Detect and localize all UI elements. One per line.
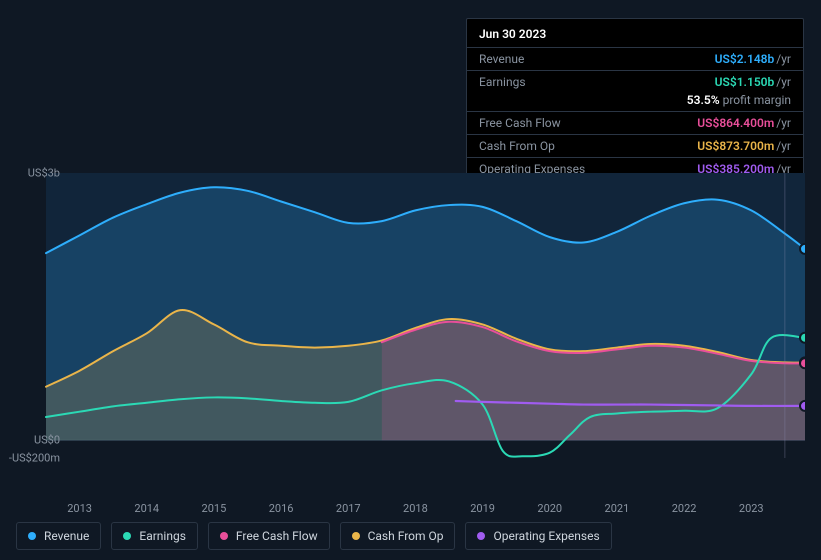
y-tick-label: -US$200m: [9, 452, 60, 465]
legend-item[interactable]: Revenue: [16, 522, 101, 550]
tooltip-row: Cash From Op US$873.700m/yr: [467, 134, 803, 157]
tooltip-value: US$1.150b/yr: [715, 75, 791, 89]
legend-item[interactable]: Cash From Op: [340, 522, 456, 550]
x-tick-label: 2018: [403, 502, 428, 515]
legend-label: Revenue: [44, 529, 89, 543]
legend-swatch: [28, 532, 36, 540]
chart-legend: Revenue Earnings Free Cash Flow Cash From O…: [16, 522, 612, 550]
legend-label: Earnings: [139, 529, 186, 543]
x-axis: 2013 2014 2015 2016 2017 2018 2019 2020 2021 2022…: [46, 502, 805, 518]
tooltip-date: Jun 30 2023: [467, 19, 803, 47]
legend-swatch: [477, 532, 485, 540]
tooltip-row: Earnings US$1.150b/yr: [467, 70, 803, 93]
x-tick-label: 2015: [202, 502, 227, 515]
y-tick-label: US$0: [34, 434, 60, 447]
x-tick-label: 2022: [672, 502, 697, 515]
tooltip-row: Revenue US$2.148b/yr: [467, 47, 803, 70]
x-tick-label: 2019: [470, 502, 495, 515]
x-tick-label: 2023: [739, 502, 764, 515]
x-tick-label: 2016: [269, 502, 294, 515]
legend-label: Free Cash Flow: [236, 529, 318, 543]
x-tick-label: 2014: [134, 502, 159, 515]
y-tick-label: US$3b: [28, 167, 60, 180]
chart-svg: [16, 158, 805, 483]
x-tick-label: 2020: [537, 502, 562, 515]
x-tick-label: 2021: [605, 502, 630, 515]
legend-label: Cash From Op: [368, 529, 444, 543]
x-tick-label: 2017: [336, 502, 361, 515]
x-tick-label: 2013: [67, 502, 92, 515]
financials-chart[interactable]: US$3bUS$0-US$200m 2013201420152016201720…: [16, 158, 805, 498]
legend-swatch: [220, 532, 228, 540]
legend-label: Operating Expenses: [493, 529, 599, 543]
tooltip-value: US$864.400m/yr: [697, 116, 791, 130]
tooltip-row: Free Cash Flow US$864.400m/yr: [467, 111, 803, 134]
tooltip-label: Earnings: [479, 75, 526, 89]
legend-swatch: [123, 532, 131, 540]
legend-item[interactable]: Free Cash Flow: [208, 522, 330, 550]
chart-tooltip: Jun 30 2023 Revenue US$2.148b/yr Earnings U…: [466, 18, 804, 181]
tooltip-value: US$873.700m/yr: [697, 139, 791, 153]
tooltip-label: Cash From Op: [479, 139, 555, 153]
tooltip-label: Revenue: [479, 52, 524, 66]
legend-item[interactable]: Earnings: [111, 522, 198, 550]
legend-swatch: [352, 532, 360, 540]
tooltip-subrow: 53.5% profit margin: [467, 93, 803, 111]
tooltip-label: Free Cash Flow: [479, 116, 561, 130]
legend-item[interactable]: Operating Expenses: [465, 522, 611, 550]
tooltip-value: US$2.148b/yr: [715, 52, 791, 66]
